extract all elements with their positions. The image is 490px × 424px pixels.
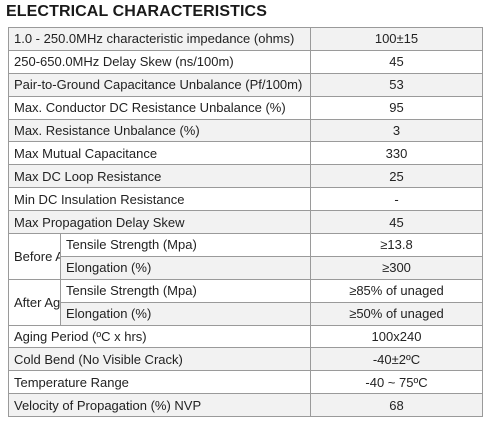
row-label: 1.0 - 250.0MHz characteristic impedance … [8, 27, 311, 51]
table-row: 1.0 - 250.0MHz characteristic impedance … [8, 27, 483, 51]
row-value: -40 ~ 75ºC [310, 370, 483, 395]
row-label: 250-650.0MHz Delay Skew (ns/100m) [8, 49, 311, 74]
table-row: Cold Bend (No Visible Crack) -40±2ºC [8, 347, 483, 372]
row-value: 95 [310, 95, 483, 120]
table-row: Max Mutual Capacitance 330 [8, 141, 483, 166]
table-row: Elongation (%) ≥300 [9, 255, 483, 280]
row-value: 100x240 [310, 324, 483, 349]
row-label: Max Propagation Delay Skew [8, 210, 311, 235]
row-value: ≥85% of unaged [310, 278, 483, 303]
table-row: After Aging Tensile Strength (Mpa) ≥85% … [8, 278, 483, 326]
table-row: Before Aging Tensile Strength (Mpa) ≥13.… [8, 233, 483, 280]
row-label: Max. Resistance Unbalance (%) [8, 118, 311, 143]
row-value: 25 [310, 164, 483, 189]
row-label: Temperature Range [8, 370, 311, 395]
row-label: Tensile Strength (Mpa) [60, 278, 311, 303]
table-row: Velocity of Propagation (%) NVP 68 [8, 393, 483, 418]
row-value: 45 [310, 49, 483, 74]
group-label-after-aging: After Aging [8, 278, 61, 326]
row-label: Aging Period (ºC x hrs) [8, 324, 311, 349]
row-value: - [310, 187, 483, 212]
row-label: Pair-to-Ground Capacitance Unbalance (Pf… [8, 72, 311, 97]
table-row: Max DC Loop Resistance 25 [8, 164, 483, 189]
row-label: Elongation (%) [60, 301, 311, 326]
row-value: ≥50% of unaged [310, 301, 483, 326]
row-value: 45 [310, 210, 483, 235]
table-row: Max Propagation Delay Skew 45 [8, 210, 483, 235]
table-row: Min DC Insulation Resistance - [8, 187, 483, 212]
electrical-characteristics-table: 1.0 - 250.0MHz characteristic impedance … [8, 27, 483, 418]
table-row: Pair-to-Ground Capacitance Unbalance (Pf… [8, 72, 483, 97]
table-row: Temperature Range -40 ~ 75ºC [8, 370, 483, 395]
row-value: 3 [310, 118, 483, 143]
row-label: Max DC Loop Resistance [8, 164, 311, 189]
row-value: 100±15 [310, 27, 483, 51]
row-value: 68 [310, 393, 483, 418]
row-label: Elongation (%) [60, 255, 311, 280]
group-label-before-aging: Before Aging [8, 233, 61, 280]
section-title: ELECTRICAL CHARACTERISTICS [6, 3, 267, 20]
row-label: Velocity of Propagation (%) NVP [8, 393, 311, 418]
row-label: Cold Bend (No Visible Crack) [8, 347, 311, 372]
row-value: 53 [310, 72, 483, 97]
row-label: Min DC Insulation Resistance [8, 187, 311, 212]
row-value: ≥300 [310, 255, 483, 280]
row-value: ≥13.8 [310, 233, 483, 257]
table-row: Max. Resistance Unbalance (%) 3 [8, 118, 483, 143]
table-row: 250-650.0MHz Delay Skew (ns/100m) 45 [8, 49, 483, 74]
table-row: Max. Conductor DC Resistance Unbalance (… [8, 95, 483, 120]
table-row: Elongation (%) ≥50% of unaged [9, 301, 483, 326]
row-label: Max. Conductor DC Resistance Unbalance (… [8, 95, 311, 120]
table-row: Aging Period (ºC x hrs) 100x240 [8, 324, 483, 349]
row-label: Max Mutual Capacitance [8, 141, 311, 166]
row-label: Tensile Strength (Mpa) [60, 233, 311, 257]
row-value: -40±2ºC [310, 347, 483, 372]
row-value: 330 [310, 141, 483, 166]
